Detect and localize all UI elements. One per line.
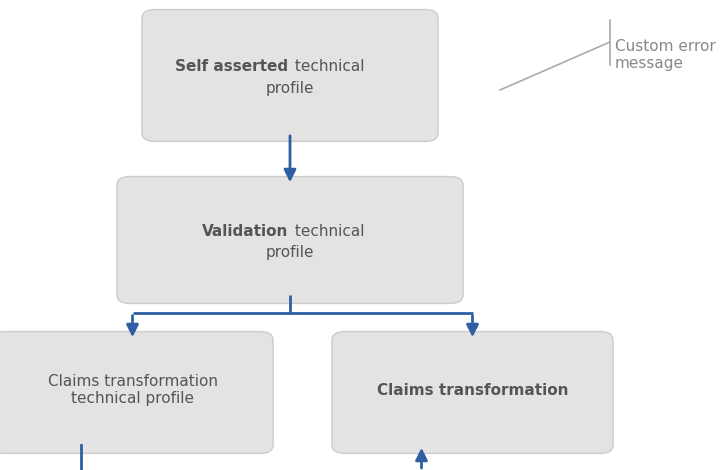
- Text: technical: technical: [290, 224, 364, 239]
- FancyBboxPatch shape: [142, 9, 438, 141]
- Text: profile: profile: [266, 245, 314, 260]
- Text: Custom error
message: Custom error message: [615, 39, 716, 71]
- Text: Claims transformation
technical profile: Claims transformation technical profile: [47, 374, 217, 407]
- Text: Self asserted: Self asserted: [175, 59, 289, 74]
- Text: profile: profile: [266, 80, 314, 95]
- Text: Validation: Validation: [202, 224, 289, 239]
- Text: Claims transformation: Claims transformation: [377, 383, 569, 398]
- Text: technical: technical: [290, 59, 364, 74]
- FancyBboxPatch shape: [0, 331, 273, 454]
- FancyBboxPatch shape: [332, 331, 613, 454]
- FancyBboxPatch shape: [117, 177, 463, 304]
